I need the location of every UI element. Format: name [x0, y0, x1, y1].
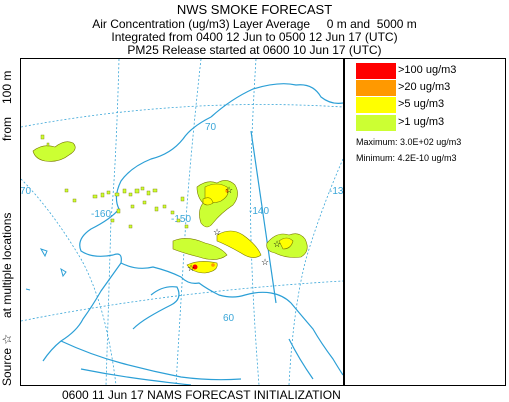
integration-period: Integrated from 0400 12 Jun to 0500 12 J…: [111, 30, 398, 44]
source-side-label: Source ☆ at multiple locations from 100 …: [0, 0, 21, 395]
smoke-plume-west: [32, 141, 76, 162]
smoke-specks: [40, 134, 189, 229]
from-label: from: [0, 117, 14, 141]
star-icon: ☆: [0, 333, 14, 345]
smoke-core-east: [278, 237, 294, 250]
star-icon: ☆: [225, 185, 233, 195]
latitude-line-70: [21, 104, 343, 128]
release-start: PM25 Release started at 0600 10 Jun 17 (…: [127, 43, 382, 57]
graticule-label: -160: [91, 209, 111, 220]
forecast-initialization: 0600 11 Jun 17 NAMS FORECAST INITIALIZAT…: [62, 388, 341, 402]
graticule-label: 70: [205, 122, 217, 133]
hot-spots: [192, 189, 229, 270]
meridian-170: [21, 178, 117, 385]
smoke-plume-north: [202, 197, 214, 206]
legend-swatch: [356, 97, 396, 113]
legend-label: >20 ug/m3: [398, 81, 451, 93]
graticule-label: 60: [223, 313, 235, 324]
graticule-label: -170: [21, 186, 31, 197]
graticule: [21, 59, 343, 385]
legend-label: >1 ug/m3: [398, 116, 445, 128]
legend-swatch: [356, 80, 396, 96]
multiple-locations-label: at multiple locations: [0, 212, 14, 318]
map-canvas: 70 -170 -160 -150 -140 -130 60: [21, 59, 343, 385]
minimum-value: Minimum: 4.2E-10 ug/m3: [356, 153, 457, 163]
maximum-value: Maximum: 3.0E+02 ug/m3: [356, 137, 462, 147]
graticule-label: -150: [171, 214, 191, 225]
source-markers: ☆ ☆ ☆ ☆ ☆: [187, 185, 281, 273]
legend-item-20: >20 ug/m3: [356, 80, 506, 96]
hot-spot: [225, 189, 229, 193]
legend-label: >5 ug/m3: [398, 98, 445, 110]
smoke-forecast-map: 70 -170 -160 -150 -140 -130 60: [20, 58, 344, 386]
meridian-140: [250, 59, 260, 385]
star-icon: ☆: [261, 257, 269, 267]
coastline: [42, 83, 343, 385]
forecast-title: NWS SMOKE FORECAST: [176, 2, 333, 17]
concentration-legend: >100 ug/m3 >20 ug/m3 >5 ug/m3 >1 ug/m3 M…: [344, 58, 506, 386]
graticule-label: -130: [329, 186, 343, 197]
legend-swatch: [356, 115, 396, 131]
star-icon: ☆: [187, 263, 195, 273]
hot-spot: [192, 264, 198, 270]
smoke-plume-small: [186, 261, 218, 274]
smoke-plume-south: [216, 230, 262, 258]
legend-swatch: [356, 63, 396, 79]
meridian-150: [175, 59, 202, 385]
source-label-text: Source ☆: [0, 333, 14, 386]
hot-spot: [211, 263, 215, 267]
star-icon: ☆: [273, 239, 281, 249]
legend-item-5: >5 ug/m3: [356, 97, 506, 113]
star-icon: ☆: [213, 227, 221, 237]
legend-item-1: >1 ug/m3: [356, 115, 506, 131]
release-height-label: 100 m: [0, 70, 14, 104]
islands: [25, 248, 67, 291]
meridian-130: [288, 158, 343, 385]
smoke-plume-middle: [172, 238, 228, 260]
legend-label: >100 ug/m3: [398, 64, 457, 76]
graticule-label: -140: [249, 206, 269, 217]
concentration-description: Air Concentration (ug/m3) Layer Average …: [92, 17, 417, 31]
smoke-plumes: [32, 141, 308, 274]
latitude-line-60: [21, 280, 343, 322]
alaska-canada-border: [250, 130, 277, 304]
legend-item-100: >100 ug/m3: [356, 63, 506, 79]
